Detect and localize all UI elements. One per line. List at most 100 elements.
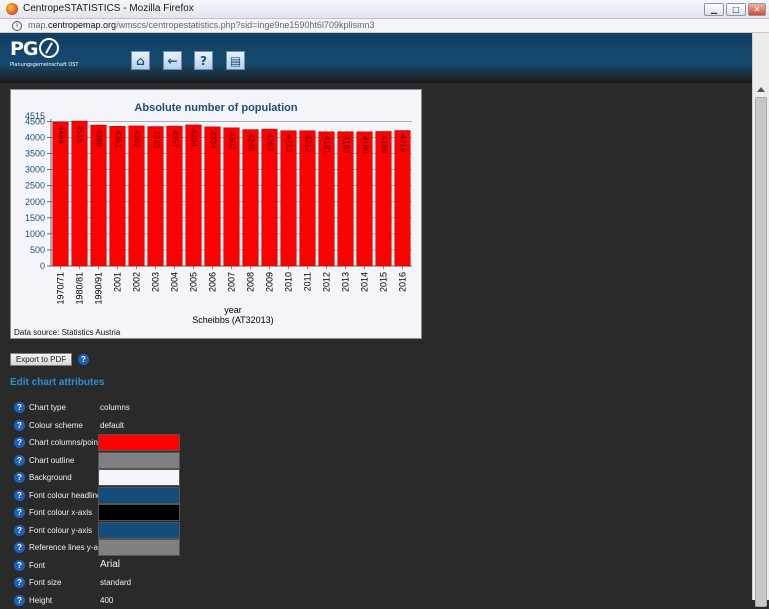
help-button[interactable]: ? [194,51,213,70]
home-button[interactable]: ⌂ [131,51,150,70]
bar-value-label: 4343 [151,131,160,149]
y-tick-label: 2500 [25,181,45,191]
bar-value-label: 4394 [189,129,198,147]
x-tick-label: 2016 [398,272,408,292]
color-swatch[interactable] [98,539,180,556]
bar-value-label: 4357 [170,130,179,148]
scrollbar-thumb[interactable] [755,97,767,607]
color-swatch[interactable] [98,434,180,451]
population-chart: Absolute number of population 0 500 1000 150… [25,102,412,325]
pg-logo: PG Planungsgemeinschaft OST [10,38,78,68]
attribute-label: Font colour headline [29,490,102,500]
bar-value-label: 4183 [341,136,350,154]
close-button[interactable]: ✕ [748,3,766,16]
export-help-icon[interactable]: ? [78,354,89,365]
x-tick-label: 2002 [132,272,142,292]
attribute-label: Reference lines y-axis [29,543,108,552]
bar-value-label: 4213 [284,135,293,153]
color-swatch[interactable] [98,451,180,469]
bar-value-label: 4181 [322,136,331,154]
url-text[interactable]: map.centropemap.org/wmscs/centropestatis… [28,20,375,30]
attribute-label: Chart type [29,403,66,412]
x-tick-label: 2015 [379,272,389,292]
x-axis-label: year [224,305,242,315]
y-tick-label: 4500 [25,116,45,126]
bar-value-label: 4263 [265,133,274,151]
question-icon: ? [200,53,207,68]
attribute-row: ? Font colour x-axis [14,504,214,521]
color-swatch[interactable] [98,469,180,486]
attribute-value[interactable]: columns [100,403,130,412]
bar-value-label: 4302 [227,132,236,150]
attribute-value[interactable]: Arial [100,558,121,570]
table-button[interactable]: ▤ [226,51,245,70]
x-tick-label: 2007 [227,272,237,292]
attribute-label: Height [29,595,53,605]
edit-chart-attributes-title: Edit chart attributes [10,377,105,388]
attribute-value[interactable]: 400 [100,595,114,605]
y-tick-label: 3000 [25,165,45,175]
attribute-row: ? Font size standard [14,574,214,591]
attribute-label: Colour scheme [29,420,83,430]
url-bar[interactable]: i map.centropemap.org/wmscs/centropestat… [0,19,769,33]
bar-value-label: 4515 [75,125,84,143]
chart-title: Absolute number of population [134,102,297,114]
help-icon[interactable]: ? [14,454,25,466]
bar-value-label: 4362 [132,130,141,148]
help-icon[interactable]: ? [14,559,25,571]
attribute-row: ? Font colour headline [14,486,214,504]
color-swatch[interactable] [98,504,180,521]
bar-value-label: 4219 [398,135,407,153]
color-swatch[interactable] [98,521,180,539]
chart-panel: Absolute number of population 0 500 1000 150… [10,89,422,339]
help-icon[interactable]: ? [14,507,25,518]
x-tick-label: 2011 [303,272,313,291]
x-tick-label: 1990/91 [94,272,104,305]
back-button[interactable]: ← [163,51,182,70]
window-titlebar: CentropeSTATISTICS - Mozilla Firefox ▁ □… [0,0,769,19]
logo-circle-icon [38,38,59,58]
help-icon[interactable]: ? [14,437,25,448]
help-icon[interactable]: ? [14,419,25,431]
y-tick-label: 2000 [25,197,45,207]
bar-value-label: 4248 [246,134,255,152]
maximize-button[interactable]: □ [726,3,746,16]
attribute-row: ? Font colour y-axis [14,521,214,539]
attribute-label: Background [29,473,72,482]
attribute-label: Font size [29,578,62,587]
attribute-row: ? Background [14,469,214,486]
attribute-value[interactable]: standard [100,578,132,587]
data-source: Data source: Statistics Austria [14,328,121,337]
bar-value-label: 4334 [208,131,217,149]
export-pdf-button[interactable]: Export to PDF [10,353,72,366]
x-tick-label: 2003 [151,272,161,292]
vertical-scrollbar[interactable] [752,33,769,607]
window-title: CentropeSTATISTICS - Mozilla Firefox [23,3,194,14]
attribute-value[interactable]: default [100,420,125,430]
attribute-label: Font [29,560,46,570]
y-tick-label: 3500 [25,149,45,159]
color-swatch[interactable] [98,486,180,504]
x-tick-label: 2004 [170,272,180,292]
help-icon[interactable]: ? [14,402,25,413]
y-tick-label: 1000 [25,229,45,239]
scroll-up-icon[interactable] [757,87,765,92]
bar-value-label: 4189 [379,135,388,153]
help-icon[interactable]: ? [14,489,25,501]
minimize-button[interactable]: ▁ [704,3,724,16]
attribute-label: Font colour y-axis [29,525,93,535]
help-icon[interactable]: ? [14,472,25,483]
help-icon[interactable]: ? [14,542,25,553]
attribute-row: ? Chart outline [14,451,214,469]
info-icon[interactable]: i [12,21,22,31]
help-icon[interactable]: ? [14,524,25,536]
home-icon: ⌂ [136,53,145,68]
x-tick-label: 1980/81 [75,272,85,305]
x-tick-label: 2013 [341,272,351,292]
y-tick-label: 1500 [25,213,45,223]
help-icon[interactable]: ? [14,577,25,588]
bar-value-label: 4180 [360,136,369,154]
attribute-row: ? Chart columns/points [14,434,214,451]
help-icon[interactable]: ? [14,594,25,606]
attribute-label: Chart outline [29,455,75,465]
